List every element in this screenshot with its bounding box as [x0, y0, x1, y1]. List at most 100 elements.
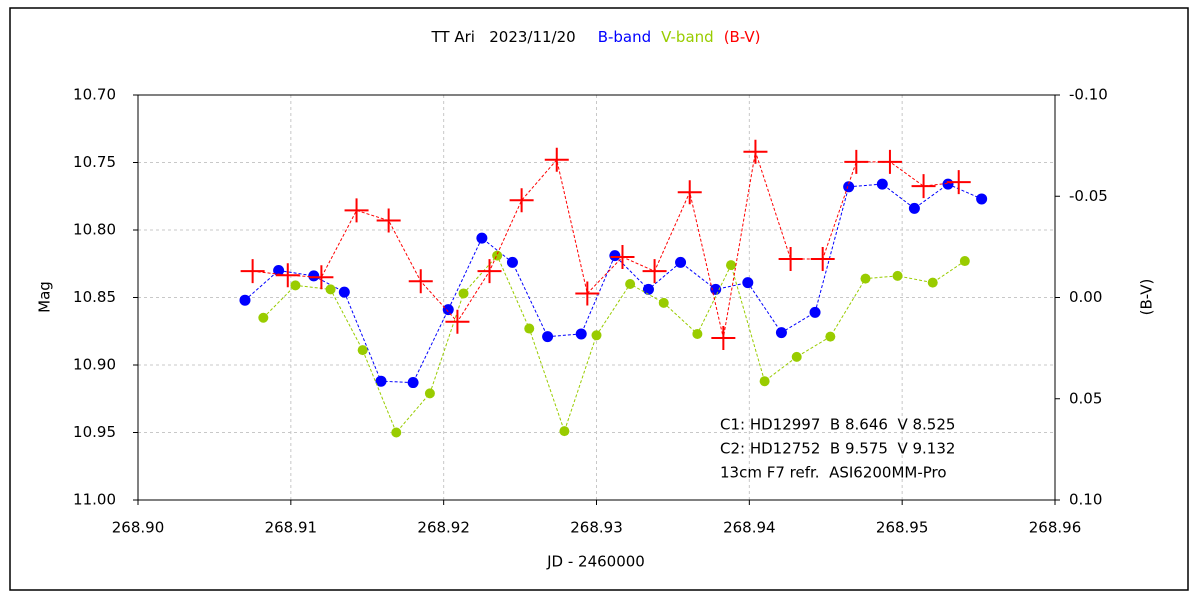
y-tick-label: 10.90: [73, 356, 116, 374]
marker: [492, 250, 503, 261]
y-tick-label: 10.95: [73, 423, 116, 441]
marker: [911, 174, 936, 199]
marker: [407, 377, 419, 389]
x-tick-label: 268.93: [570, 519, 623, 537]
marker: [408, 269, 433, 294]
marker: [642, 259, 667, 284]
marker: [775, 327, 787, 339]
marker: [357, 345, 368, 356]
marker: [344, 198, 369, 223]
marker: [325, 284, 336, 295]
marker: [844, 149, 869, 174]
marker: [810, 247, 835, 272]
y-tick-label: 10.70: [73, 86, 116, 104]
legend-entry: (B-V): [724, 28, 761, 46]
marker: [477, 259, 502, 284]
marker: [258, 312, 269, 323]
marker: [338, 286, 350, 298]
marker: [442, 304, 454, 316]
marker: [506, 256, 518, 268]
series-line: [244, 183, 982, 384]
y2-tick-label: 0.10: [1069, 491, 1102, 509]
marker: [946, 170, 971, 195]
x-axis-label: JD - 2460000: [546, 553, 645, 571]
marker: [375, 375, 387, 387]
marker: [524, 323, 535, 334]
title-text: TT Ari 2023/11/20: [431, 28, 576, 46]
marker: [860, 273, 871, 284]
marker: [976, 193, 988, 205]
marker: [809, 306, 821, 318]
marker: [544, 147, 569, 172]
y2-tick-label: -0.10: [1069, 86, 1108, 104]
y2-tick-label: -0.05: [1069, 187, 1108, 205]
marker: [609, 250, 621, 262]
x-tick-label: 268.92: [417, 519, 470, 537]
series-line: [252, 151, 959, 339]
marker: [625, 279, 636, 289]
x-tick-label: 268.90: [112, 519, 165, 537]
marker: [677, 180, 702, 205]
marker: [892, 270, 903, 281]
plot-area: [137, 94, 1056, 501]
x-tick-label: 268.91: [265, 519, 318, 537]
marker: [642, 283, 654, 295]
marker: [877, 149, 902, 174]
marker: [876, 178, 888, 190]
marker: [725, 260, 736, 271]
y2-tick-label: 0.00: [1069, 288, 1102, 306]
marker: [658, 297, 669, 308]
marker: [308, 270, 320, 282]
marker: [743, 139, 768, 164]
chart-title: TT Ari 2023/11/20 B-band V-band (B-V): [431, 28, 761, 46]
marker: [273, 265, 285, 276]
marker: [927, 277, 938, 288]
y2-tick-label: 0.05: [1069, 389, 1102, 407]
marker: [424, 388, 435, 399]
marker: [239, 294, 251, 306]
y-tick-label: 10.85: [73, 288, 116, 306]
marker: [591, 330, 602, 341]
legend-entry: B-band: [598, 28, 651, 46]
x-tick-label: 268.94: [723, 519, 776, 537]
y-axis-label: Mag: [36, 281, 54, 313]
marker: [692, 328, 703, 339]
marker: [575, 281, 600, 306]
legend-entry: V-band: [661, 28, 714, 46]
marker: [942, 178, 954, 190]
series-line: [262, 254, 966, 434]
x-tick-label: 268.95: [876, 519, 929, 537]
marker: [675, 256, 687, 268]
marker: [908, 202, 920, 214]
marker: [391, 427, 402, 438]
y-tick-label: 10.75: [73, 153, 116, 171]
marker: [843, 181, 855, 193]
frame: [9, 7, 1189, 591]
marker: [309, 265, 334, 290]
marker: [458, 288, 469, 299]
annotation: C2: HD12752 B 9.575 V 9.132: [720, 440, 955, 458]
marker: [791, 351, 802, 362]
marker: [509, 188, 534, 213]
marker: [376, 208, 401, 233]
annotation: C1: HD12997 B 8.646 V 8.525: [720, 416, 955, 434]
marker: [240, 259, 265, 284]
marker: [711, 326, 736, 350]
marker: [778, 247, 803, 272]
marker: [559, 426, 570, 437]
marker: [542, 331, 554, 343]
marker: [575, 328, 587, 340]
marker: [290, 280, 301, 291]
marker: [825, 331, 836, 342]
marker: [759, 376, 770, 387]
marker: [710, 283, 722, 295]
marker: [476, 232, 488, 244]
x-tick-label: 268.96: [1029, 519, 1082, 537]
y-tick-label: 11.00: [73, 491, 116, 509]
annotation: 13cm F7 refr. ASI6200MM-Pro: [720, 464, 947, 482]
marker: [742, 277, 754, 289]
marker: [959, 256, 970, 267]
marker: [445, 309, 470, 334]
